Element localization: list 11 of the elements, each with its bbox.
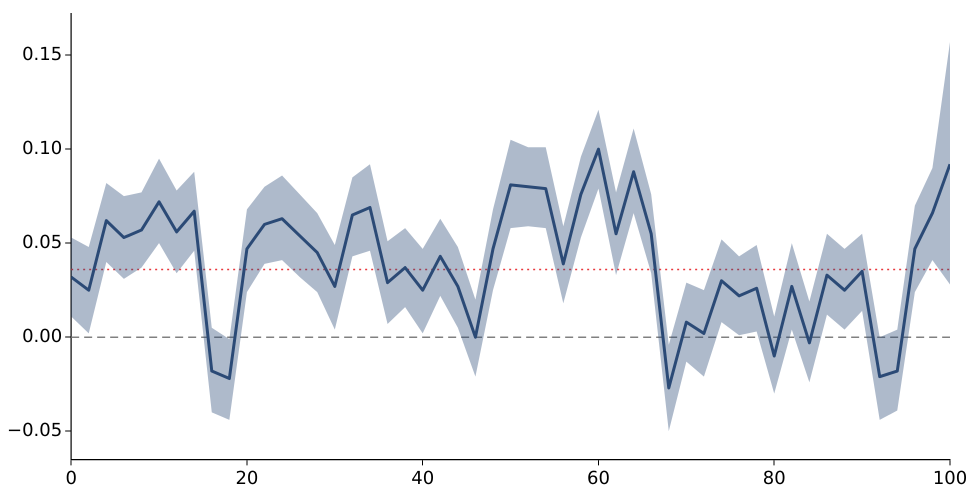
y-tick-label: −0.05 <box>6 420 62 441</box>
x-tick-label: 40 <box>411 468 434 489</box>
y-tick-label: 0.05 <box>22 232 62 253</box>
x-tick-label: 20 <box>235 468 258 489</box>
y-tick-label: 0.10 <box>22 138 62 159</box>
x-tick-label: 80 <box>762 468 786 489</box>
y-tick-label: 0.15 <box>22 44 62 65</box>
x-tick-label: 60 <box>587 468 610 489</box>
y-tick-label: 0.00 <box>22 326 62 347</box>
x-tick-label: 0 <box>65 468 77 489</box>
x-tick-label: 100 <box>932 468 968 489</box>
